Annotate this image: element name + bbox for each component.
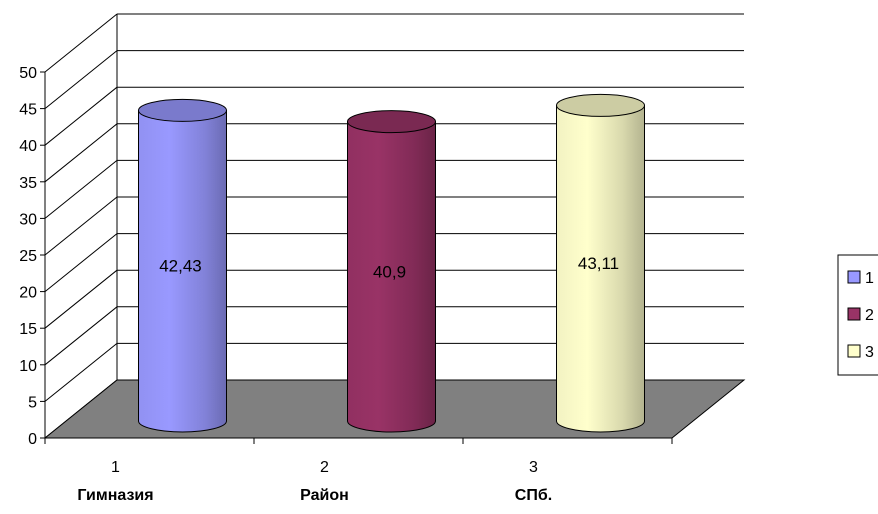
x-tick-label: 1 (111, 459, 120, 476)
bar-top-3 (556, 93, 645, 117)
bar-2 (347, 121, 436, 433)
data-label: 40,9 (373, 262, 406, 281)
x-tick-label: 2 (320, 459, 329, 476)
bar-3 (556, 104, 645, 433)
x-tick-label: 3 (529, 459, 538, 476)
y-tick-label: 50 (19, 65, 37, 82)
y-tick-label: 40 (19, 138, 37, 155)
gridline-side (44, 306, 118, 366)
gridline-side (44, 123, 118, 183)
gridline-side (44, 13, 118, 73)
y-tick-label: 20 (19, 285, 37, 302)
gridline-side (44, 269, 118, 329)
legend-swatch-1 (847, 270, 861, 284)
legend-entry-3: 3 (865, 344, 874, 361)
legend-swatch-2 (847, 307, 861, 321)
legend-swatch-3 (847, 344, 861, 358)
category-name: СПб. (515, 487, 552, 504)
y-tick-label: 15 (19, 321, 37, 338)
bar-top-1 (138, 98, 227, 122)
legend-entry-1: 1 (865, 270, 874, 287)
gridline-side (44, 86, 118, 146)
gridline-side (44, 343, 118, 402)
bar-1 (138, 109, 227, 433)
category-name: Гимназия (77, 487, 153, 504)
y-tick-label: 5 (28, 394, 37, 411)
y-tick-label: 0 (28, 431, 37, 448)
category-name: Район (300, 487, 349, 504)
y-tick-label: 30 (19, 211, 37, 228)
y-tick-label: 10 (19, 358, 37, 375)
data-label: 43,11 (578, 254, 619, 273)
y-tick-label: 25 (19, 248, 37, 265)
y-tick-label: 45 (19, 102, 37, 119)
gridline-side (44, 50, 118, 109)
bar-top-2 (347, 110, 436, 134)
data-label: 42,43 (159, 257, 202, 276)
y-tick-label: 35 (19, 175, 37, 192)
gridline-side (44, 196, 118, 256)
gridline-side (44, 233, 118, 292)
gridline-side (44, 160, 118, 219)
legend-entry-2: 2 (865, 307, 874, 324)
